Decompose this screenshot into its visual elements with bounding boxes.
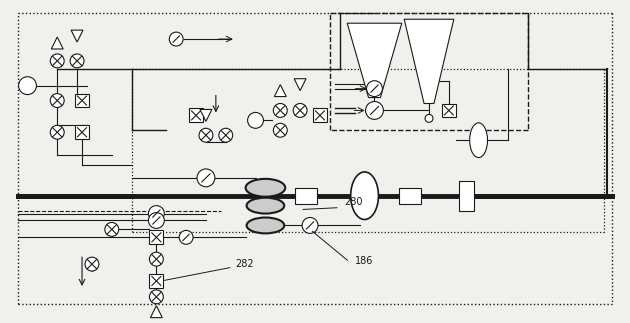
Circle shape <box>149 252 163 266</box>
Circle shape <box>293 103 307 117</box>
Polygon shape <box>347 23 402 98</box>
Circle shape <box>302 217 318 234</box>
Text: 280: 280 <box>345 197 364 207</box>
Circle shape <box>199 128 213 142</box>
Circle shape <box>70 54 84 68</box>
Text: 282: 282 <box>236 259 255 269</box>
Bar <box>75 94 89 108</box>
Bar <box>75 125 89 139</box>
Circle shape <box>18 77 37 95</box>
Bar <box>442 103 455 117</box>
Circle shape <box>50 94 64 108</box>
Circle shape <box>365 101 384 120</box>
Bar <box>313 109 327 122</box>
Polygon shape <box>71 30 83 42</box>
Bar <box>189 109 203 122</box>
Ellipse shape <box>469 123 488 158</box>
Bar <box>149 274 163 288</box>
Polygon shape <box>404 19 454 103</box>
Circle shape <box>149 290 163 304</box>
Circle shape <box>179 230 193 244</box>
Ellipse shape <box>246 217 284 234</box>
Circle shape <box>149 206 164 222</box>
Circle shape <box>219 128 232 142</box>
Polygon shape <box>200 109 212 121</box>
Ellipse shape <box>246 198 284 214</box>
Text: 186: 186 <box>355 256 373 266</box>
Polygon shape <box>274 85 286 97</box>
Circle shape <box>425 114 433 122</box>
Circle shape <box>248 112 263 128</box>
Circle shape <box>105 223 118 236</box>
Circle shape <box>50 54 64 68</box>
Bar <box>399 188 421 203</box>
Ellipse shape <box>246 179 285 197</box>
Circle shape <box>197 169 215 187</box>
Polygon shape <box>51 37 63 49</box>
Circle shape <box>273 123 287 137</box>
Circle shape <box>149 213 164 228</box>
Bar <box>295 188 317 203</box>
Ellipse shape <box>351 172 379 220</box>
Circle shape <box>370 109 379 116</box>
Circle shape <box>273 103 287 117</box>
Bar <box>459 181 474 211</box>
Circle shape <box>367 81 382 97</box>
Circle shape <box>169 32 183 46</box>
Circle shape <box>50 125 64 139</box>
Polygon shape <box>294 79 306 91</box>
Polygon shape <box>151 306 163 318</box>
Bar <box>149 230 163 244</box>
Circle shape <box>85 257 99 271</box>
